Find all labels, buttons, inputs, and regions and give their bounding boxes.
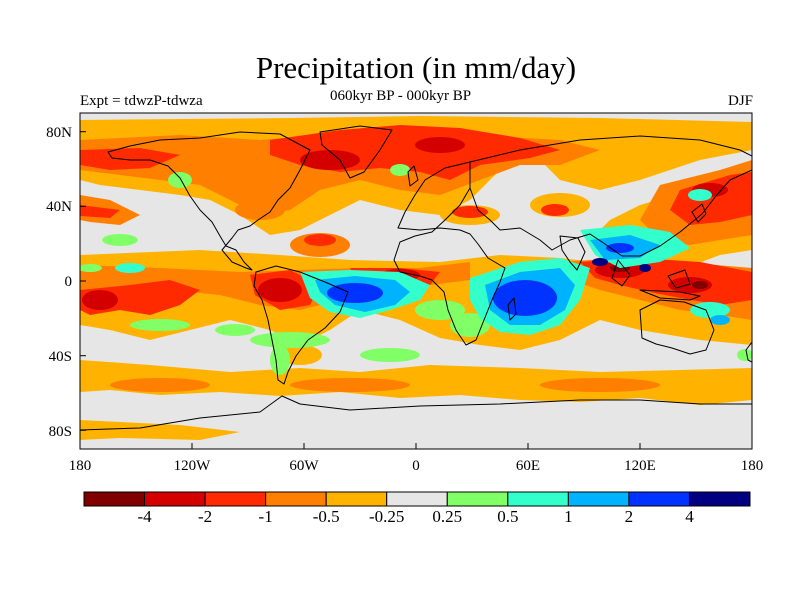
experiment-label: Expt = tdwzP-tdwza xyxy=(80,93,203,109)
anomaly-strong-wet xyxy=(327,243,634,316)
colorbar-tick-label: 0.5 xyxy=(497,507,519,526)
colorbar-tick-label: 0.25 xyxy=(432,507,463,526)
y-axis-labels: 80N 40N 0 40S 80S xyxy=(46,125,72,440)
colorbar-swatch xyxy=(386,491,448,507)
colorbar-swatch xyxy=(144,491,206,507)
colorbar-swatch xyxy=(507,491,569,507)
colorbar-swatch xyxy=(688,491,751,507)
x-tick-label: 120E xyxy=(624,458,656,474)
colorbar xyxy=(83,491,751,507)
x-tick-label: 120W xyxy=(174,458,212,474)
x-tick-label: 180 xyxy=(741,458,764,474)
x-tick-label: 0 xyxy=(412,458,420,474)
x-tick-label: 60E xyxy=(516,458,540,474)
colorbar-swatch xyxy=(204,491,267,507)
x-axis-labels: 180 120W 60W 0 60E 120E 180 xyxy=(69,458,764,474)
anomaly-weak-wet xyxy=(80,164,752,375)
axis-ticks xyxy=(79,131,753,449)
colorbar-tick-label: -0.25 xyxy=(369,507,405,526)
colorbar-swatch xyxy=(325,491,388,507)
coastlines xyxy=(80,125,752,431)
colorbar-tick-label: -0.5 xyxy=(312,507,340,526)
x-tick-label: 60W xyxy=(289,458,319,474)
colorbar-swatch xyxy=(265,491,327,507)
x-tick-label: 180 xyxy=(69,458,92,474)
colorbar-swatch xyxy=(628,491,690,507)
y-tick-label: 0 xyxy=(65,274,73,290)
colorbar-tick-label: -2 xyxy=(197,507,213,526)
colorbar-tick-label: 2 xyxy=(624,507,634,526)
figure-subtitle: 060kyr BP - 000kyr BP xyxy=(330,88,472,104)
colorbar-swatch xyxy=(567,491,630,507)
colorbar-tick-label: 1 xyxy=(564,507,573,526)
colorbar-swatch xyxy=(83,491,146,507)
figure-title: Precipitation (in mm/day) xyxy=(255,50,577,85)
colorbar-tick-label: 4 xyxy=(685,507,694,526)
y-tick-label: 80S xyxy=(49,424,72,440)
y-tick-label: 80N xyxy=(46,125,72,141)
colorbar-tick-label: -1 xyxy=(258,507,273,526)
anomaly-extreme-wet xyxy=(592,258,651,272)
y-tick-label: 40S xyxy=(49,349,72,365)
precipitation-field xyxy=(80,116,752,440)
colorbar-tick-label: -4 xyxy=(137,507,152,526)
y-tick-label: 40N xyxy=(46,199,72,215)
season-label: DJF xyxy=(727,93,753,109)
colorbar-swatch xyxy=(446,491,509,507)
